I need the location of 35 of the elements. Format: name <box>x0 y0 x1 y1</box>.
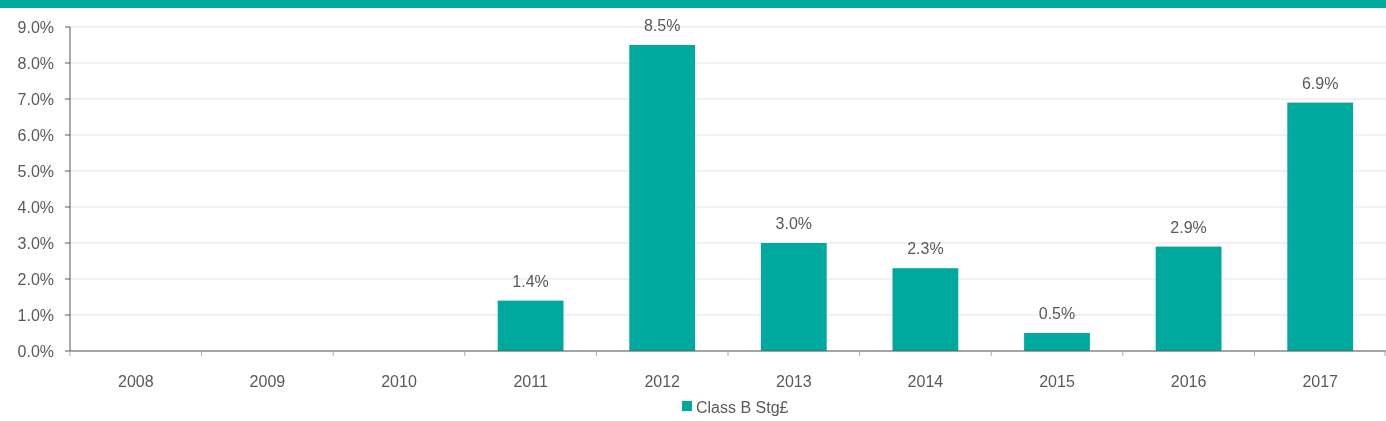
y-tick-label: 7.0% <box>17 90 54 108</box>
text: 3.0% <box>775 215 813 232</box>
text: 2.3% <box>907 240 944 258</box>
bar <box>497 300 564 351</box>
y-tick-label: 8.0% <box>17 54 54 72</box>
y-tick-label: 5.0% <box>17 162 54 180</box>
text: 6.9% <box>1301 74 1339 92</box>
x-tick-label: 2012 <box>644 373 681 390</box>
bar <box>892 268 959 351</box>
bar <box>760 243 827 351</box>
bar <box>1155 246 1222 351</box>
text: 2.9% <box>1170 218 1207 236</box>
y-tick-label: 0.0% <box>17 342 54 360</box>
x-tick-label: 2008 <box>118 373 154 390</box>
bar <box>1024 333 1090 351</box>
x-tick-label: 2015 <box>1039 373 1075 390</box>
y-tick-label: 6.0% <box>17 126 54 144</box>
y-tick-label: 4.0% <box>17 198 54 216</box>
x-tick-label: 2016 <box>1170 373 1207 390</box>
x-tick-label: 2017 <box>1302 373 1339 390</box>
bar <box>629 45 696 351</box>
x-tick-label: 2009 <box>249 373 286 390</box>
text: 8.5% <box>643 17 681 34</box>
x-tick-label: 2011 <box>513 373 548 390</box>
text: 1.4% <box>512 272 549 290</box>
bar <box>1287 102 1354 351</box>
y-tick-label: 2.0% <box>17 270 54 288</box>
x-tick-label: 2010 <box>381 373 417 390</box>
x-tick-label: 2013 <box>776 373 812 390</box>
y-tick-label: 3.0% <box>17 234 54 252</box>
legend-label: Class B Stg£ <box>696 399 789 416</box>
x-tick-label: 2014 <box>907 373 944 390</box>
y-tick-label: 9.0% <box>17 18 54 36</box>
text: 0.5% <box>1038 305 1076 322</box>
y-tick-label: 1.0% <box>17 306 54 324</box>
